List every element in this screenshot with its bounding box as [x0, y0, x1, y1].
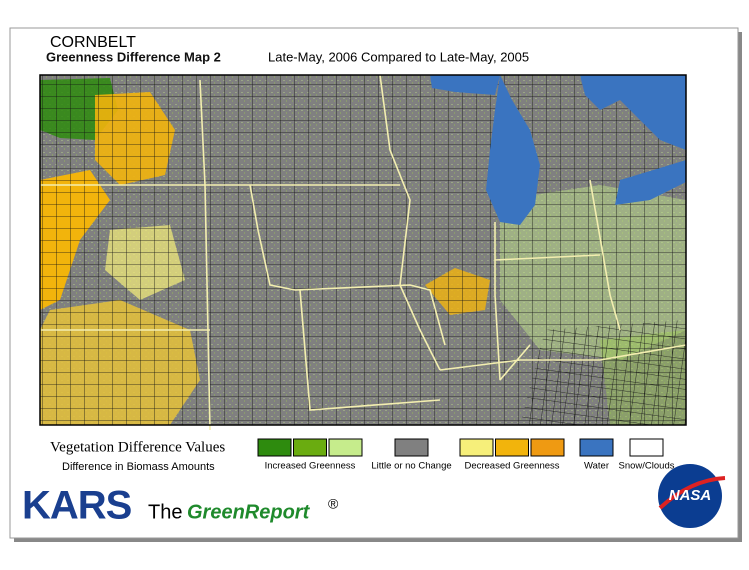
legend-label: Increased Greenness [265, 461, 356, 472]
legend-label: Water [584, 461, 609, 472]
lake-erie [615, 160, 686, 205]
map-subtitle: Late-May, 2006 Compared to Late-May, 200… [268, 49, 529, 64]
legend-swatch [459, 438, 494, 457]
legend-label: Little or no Change [371, 461, 451, 472]
legend-subtitle: Difference in Biomass Amounts [62, 461, 215, 473]
kars-logo: KARS [22, 484, 132, 528]
greenreport-text: GreenReport [187, 501, 311, 523]
legend-swatch [530, 438, 565, 457]
legend-swatch [579, 438, 614, 457]
legend-swatch [629, 438, 664, 457]
legend-title: Vegetation Difference Values [50, 439, 225, 455]
lake-huron [580, 75, 686, 150]
map-title: Greenness Difference Map 2 [46, 49, 221, 64]
map [39, 74, 687, 431]
nasa-logo: NASA [658, 464, 726, 528]
county-lines [520, 320, 686, 425]
lake-superior [430, 75, 500, 95]
region-title: CORNBELT [50, 34, 136, 51]
map-border [39, 74, 687, 426]
legend-swatch [328, 438, 363, 457]
legend-swatch [394, 438, 429, 457]
nasa-text: NASA [669, 487, 712, 504]
legend-label: Decreased Greenness [464, 461, 559, 472]
the-text: The [148, 501, 182, 523]
nasa-swoosh [658, 476, 726, 510]
lake-michigan [486, 75, 540, 225]
legend: Increased Greenness Little or no Change De… [257, 438, 675, 472]
legend-label: Snow/Clouds [619, 461, 675, 472]
legend-swatch [495, 438, 529, 457]
registered-mark: ® [328, 496, 339, 512]
state-borders [40, 74, 687, 431]
legend-swatch [293, 438, 327, 457]
legend-swatch [257, 438, 292, 457]
